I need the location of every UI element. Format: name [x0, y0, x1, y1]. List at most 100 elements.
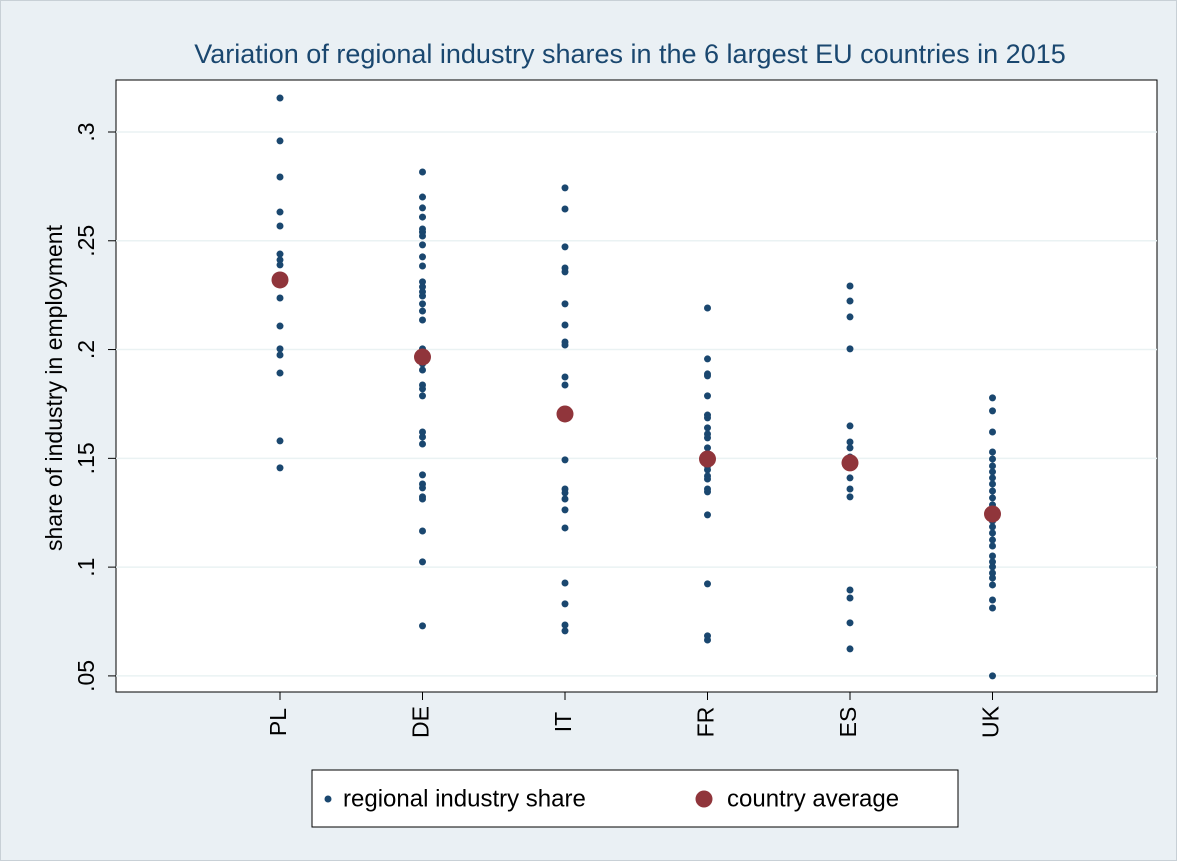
x-tick-label: DE: [408, 706, 434, 738]
x-tick-label: UK: [978, 705, 1004, 738]
data-point: [419, 204, 426, 212]
data-point: [989, 569, 996, 577]
data-point: [419, 241, 426, 249]
data-point: [704, 466, 711, 474]
data-point: [561, 627, 569, 635]
data-point: [419, 283, 426, 291]
data-point: [704, 414, 711, 422]
data-point: [846, 594, 854, 602]
data-point: [276, 256, 284, 264]
data-point: [276, 351, 284, 359]
data-point: [276, 94, 284, 102]
data-point: [989, 394, 996, 402]
data-point: [419, 428, 426, 436]
data-point: [704, 304, 711, 312]
data-point: [989, 494, 996, 502]
data-point: [704, 372, 711, 380]
data-point: [276, 345, 284, 353]
data-point: [561, 341, 569, 349]
data-point: [419, 484, 426, 492]
legend-label: country average: [727, 785, 899, 812]
data-point: [561, 456, 569, 464]
average-point: [984, 505, 1001, 523]
data-point: [419, 278, 426, 286]
data-point: [989, 428, 996, 436]
data-point: [989, 468, 996, 476]
data-point: [989, 529, 996, 537]
data-point: [704, 636, 711, 644]
data-point: [276, 437, 284, 445]
y-tick-label: .15: [73, 442, 99, 474]
data-point: [989, 542, 996, 550]
data-point: [704, 511, 711, 519]
data-point: [846, 282, 854, 290]
data-point: [989, 581, 996, 589]
y-tick-label: .3: [73, 122, 99, 141]
data-point: [419, 433, 426, 441]
data-point: [276, 250, 284, 258]
data-point: [846, 474, 854, 482]
data-point: [846, 493, 854, 501]
data-point: [419, 253, 426, 261]
data-point: [561, 524, 569, 532]
data-point: [419, 440, 426, 448]
data-point: [561, 621, 569, 629]
data-point: [419, 193, 426, 201]
data-point: [419, 622, 426, 630]
data-point: [561, 321, 569, 329]
data-point: [989, 574, 996, 582]
data-point: [419, 366, 426, 374]
data-point: [846, 586, 854, 594]
y-tick-label: .1: [73, 558, 99, 577]
data-point: [419, 168, 426, 176]
data-point: [561, 373, 569, 381]
data-point: [276, 261, 284, 269]
data-point: [704, 580, 711, 588]
data-point: [846, 345, 854, 353]
data-point: [276, 294, 284, 302]
data-point: [989, 536, 996, 544]
data-point: [704, 488, 711, 496]
average-point: [271, 271, 289, 289]
average-point: [556, 405, 574, 423]
data-point: [561, 600, 569, 608]
data-point: [419, 262, 426, 270]
chart-title: Variation of regional industry shares in…: [194, 39, 1066, 69]
data-point: [704, 434, 711, 442]
data-point: [704, 475, 711, 483]
data-point: [276, 322, 284, 330]
data-point: [561, 184, 569, 192]
data-point: [561, 381, 569, 389]
data-point: [989, 462, 996, 470]
data-point: [276, 222, 284, 230]
data-point: [846, 444, 854, 452]
data-point: [561, 506, 569, 514]
data-point: [846, 313, 854, 321]
data-point: [846, 438, 854, 446]
data-point: [846, 619, 854, 627]
y-tick-label: .25: [73, 225, 99, 257]
data-point: [419, 527, 426, 535]
data-point: [989, 604, 996, 612]
data-point: [989, 523, 996, 531]
legend-marker: [695, 790, 713, 808]
data-point: [561, 205, 569, 213]
data-point: [276, 208, 284, 216]
y-axis-title: share of industry in employment: [41, 224, 67, 551]
data-point: [989, 672, 996, 680]
data-point: [989, 563, 996, 571]
data-point: [704, 355, 711, 363]
data-point: [989, 480, 996, 488]
legend-marker: [324, 795, 332, 803]
average-point: [699, 450, 716, 468]
y-tick-label: .05: [73, 660, 99, 692]
data-point: [989, 552, 996, 560]
data-point: [989, 407, 996, 415]
legend: [311, 769, 959, 828]
x-tick-label: PL: [265, 708, 291, 736]
data-point: [419, 471, 426, 479]
data-point: [419, 495, 426, 503]
data-point: [561, 243, 569, 251]
data-point: [419, 558, 426, 566]
